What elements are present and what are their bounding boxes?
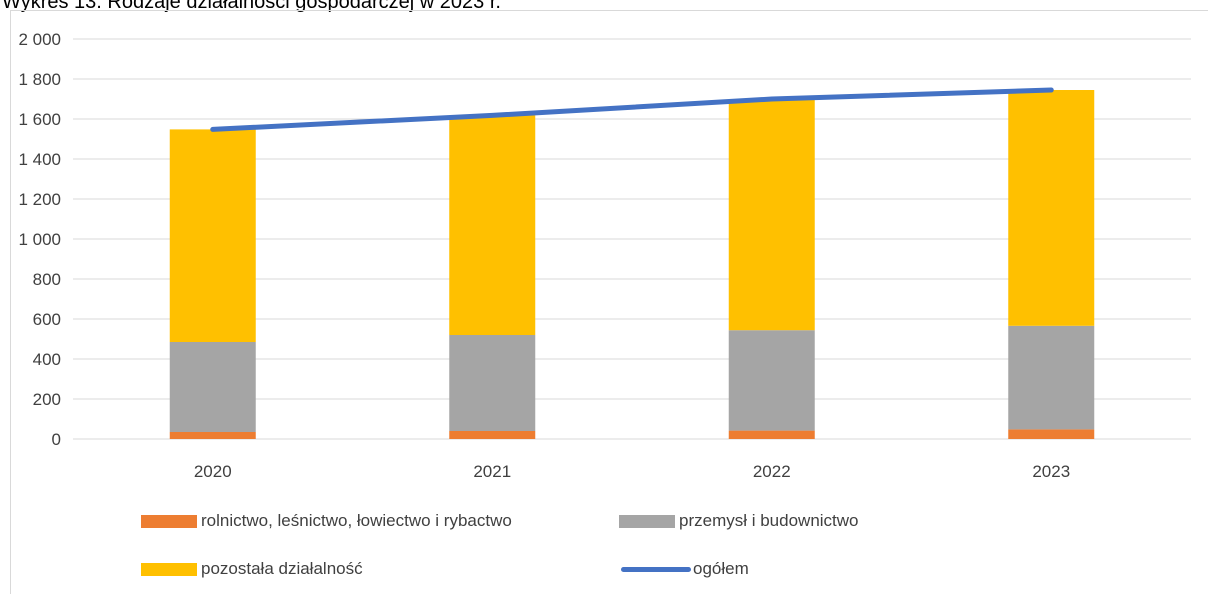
legend-label-total: ogółem [693,559,749,578]
line-ogolem [210,87,1054,132]
gridlines [73,38,1191,440]
y-tick-label: 1 200 [18,190,61,209]
x-tick-label: 2022 [753,462,791,481]
bar-2021-series-1 [449,335,536,431]
bar-2022-series-2 [728,99,815,331]
legend-item-other: pozostała działalność [141,559,363,579]
bar-2020-series-0 [169,432,256,439]
y-tick-label: 0 [52,430,61,449]
x-tick-label: 2023 [1032,462,1070,481]
y-tick-label: 1 000 [18,230,61,249]
bar-2023-series-0 [1008,429,1095,439]
x-tick-label: 2020 [194,462,232,481]
legend-item-total: ogółem [621,559,749,579]
y-tick-label: 1 800 [18,70,61,89]
total-line-series [210,87,1054,132]
legend-swatch-total [621,566,691,572]
x-tick-label: 2021 [473,462,511,481]
y-tick-label: 600 [33,310,61,329]
bar-2021-series-0 [449,431,536,439]
bar-2022-series-1 [728,330,815,431]
y-tick-label: 400 [33,350,61,369]
legend-swatch-other [141,562,197,576]
bars [169,90,1095,439]
y-tick-label: 800 [33,270,61,289]
chart-plot: 0 200 400 600 800 1 000 1 200 1 400 1 600 1 800 2 … [18,30,1191,481]
bar-2020-series-2 [169,129,256,342]
bar-2023-series-2 [1008,90,1095,326]
x-axis: 2020 2021 2022 2023 [194,462,1070,481]
y-axis: 0 200 400 600 800 1 000 1 200 1 400 1 600 1 800 2 … [18,30,61,449]
bar-2023-series-1 [1008,325,1095,430]
bar-2022-series-0 [728,430,815,439]
legend-swatch-industry [619,514,675,528]
legend-item-industry: przemysł i budownictwo [619,511,859,531]
legend-label-agriculture: rolnictwo, leśnictwo, łowiectwo i rybact… [201,511,512,530]
chart-frame: 0 200 400 600 800 1 000 1 200 1 400 1 600 1 800 2 … [10,10,1208,594]
y-tick-label: 1 400 [18,150,61,169]
legend-label-industry: przemysł i budownictwo [679,511,859,530]
legend-label-other: pozostała działalność [201,559,363,578]
chart-title: Wykres 13. Rodzaje działalności gospodar… [2,0,501,13]
legend-swatch-agriculture [141,514,197,528]
y-tick-label: 2 000 [18,30,61,49]
bar-2020-series-1 [169,342,256,432]
legend-item-agriculture: rolnictwo, leśnictwo, łowiectwo i rybact… [141,511,512,531]
y-tick-label: 200 [33,390,61,409]
bar-2021-series-2 [449,115,536,336]
y-tick-label: 1 600 [18,110,61,129]
